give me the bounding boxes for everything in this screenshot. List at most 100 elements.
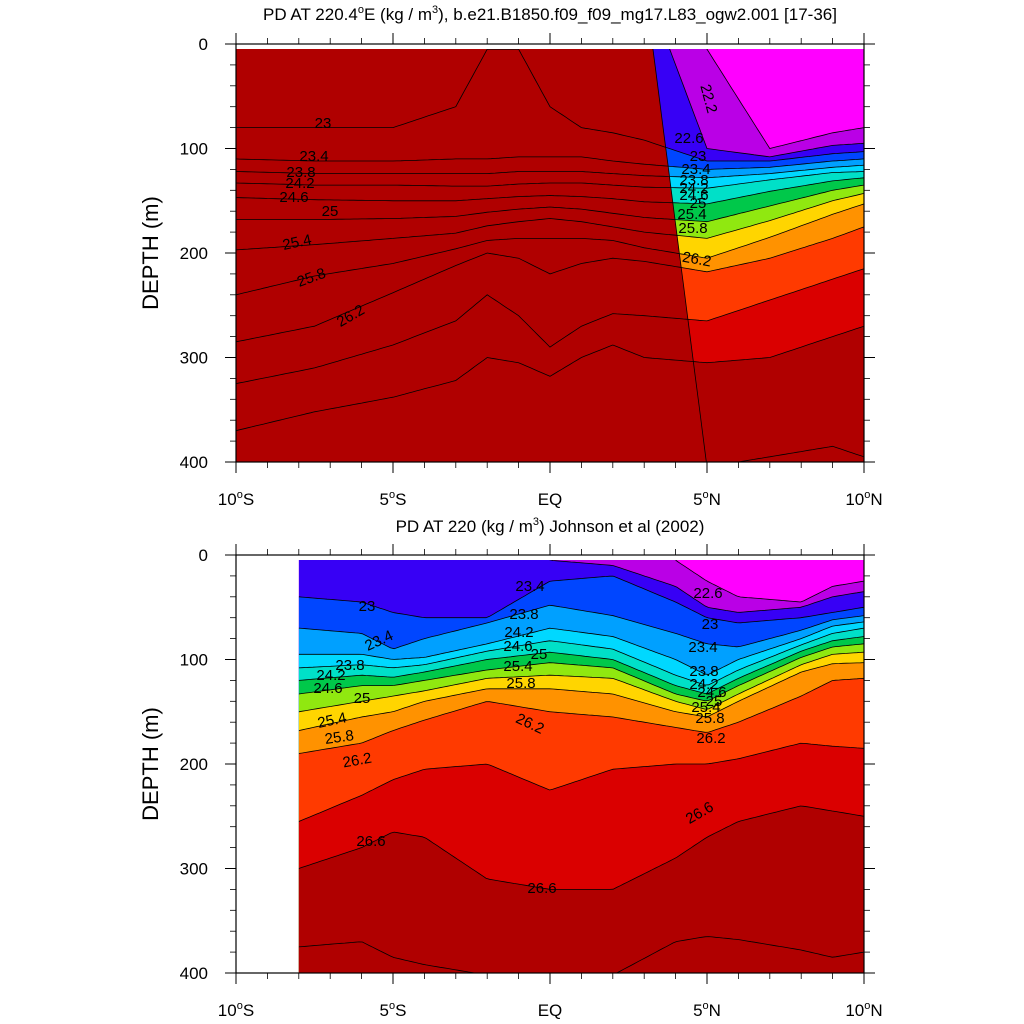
isoline-26.2 (298, 677, 864, 754)
contour-label: 24.2 (689, 676, 718, 693)
contour-label: 24.6 (679, 187, 708, 204)
isoline-27 (298, 805, 864, 890)
isoline-23.8 (236, 164, 864, 179)
contour-label: 23.8 (509, 606, 538, 623)
isoline-27.4 (298, 936, 864, 973)
isoline-22.2 (675, 560, 864, 603)
contour-label: 25 (322, 203, 339, 220)
isoline-26.6 (236, 268, 864, 384)
y-tick-label: 100 (180, 651, 208, 670)
contour-fills (236, 49, 864, 462)
contour-label: 25.8 (678, 220, 707, 237)
isoline-27 (236, 325, 864, 432)
y-tick-label: 200 (180, 244, 208, 263)
contour-label: 23.8 (689, 663, 718, 680)
x-tick-label: 5oS (380, 489, 407, 509)
isoline-26.2 (236, 226, 864, 343)
contour-label: 26.2 (681, 249, 713, 271)
isoline-24.6 (236, 177, 864, 205)
contour-label: 23.4 (299, 148, 328, 165)
contour-panel-2: 0 100 200 300 400 10oS 5oS EQ 5oN 10oN PD AT 220 (… (138, 516, 883, 1020)
contour-label: 23.4 (688, 639, 717, 656)
x-tick-label: 10oN (845, 1000, 882, 1020)
contour-label: 22.2 (696, 83, 720, 116)
x-tick-label: 5oN (693, 489, 721, 509)
contour-label: 23.8 (335, 657, 364, 674)
contour-label: 25.4 (503, 658, 532, 675)
y-tick-label: 0 (199, 35, 208, 54)
isoline-24.2 (236, 171, 864, 189)
x-tick-label: EQ (538, 1001, 563, 1020)
isoline-22.6 (549, 560, 864, 613)
isoline-23 (236, 49, 864, 162)
y-tick-label: 400 (180, 964, 208, 983)
x-tick-label: 10oS (218, 1000, 254, 1020)
contour-label: 23.4 (515, 578, 544, 595)
contour-label: 26.6 (356, 833, 385, 850)
isoline-23.4 (236, 156, 864, 170)
contour-label: 25 (354, 690, 371, 707)
contour-label: 24.2 (285, 175, 314, 192)
contour-label: 24.6 (503, 638, 532, 655)
contour-label: 24.6 (697, 684, 726, 701)
isoline-23.8 (298, 621, 864, 675)
isoline-25 (236, 184, 864, 223)
y-tick-label: 0 (199, 546, 208, 565)
x-tick-label: 5oS (380, 1000, 407, 1020)
contour-label: 25.8 (695, 710, 724, 727)
isoline-25.8 (298, 662, 864, 731)
contour-label: 25.4 (691, 699, 720, 716)
isoline-26.6 (298, 742, 864, 822)
isoline-25.4 (236, 193, 864, 251)
contour-label: 25.4 (677, 206, 706, 223)
contour-fills (298, 560, 864, 973)
contour-label: 26.6 (527, 880, 556, 897)
contour-panel-1: 0 100 200 300 400 10oS 5oS EQ 5oN 10oN PD AT 220.4… (138, 4, 883, 509)
isoline-23 (298, 575, 864, 624)
contour-label: 26.2 (696, 730, 725, 747)
contour-label: 24.2 (504, 624, 533, 641)
contour-label: 25.8 (324, 727, 355, 748)
chart-title: PD AT 220.4oE (kg / m3), b.e21.B1850.f09… (263, 4, 837, 24)
y-tick-label: 300 (180, 349, 208, 368)
contour-label: 23 (315, 115, 332, 132)
chart-title: PD AT 220 (kg / m3) Johnson et al (2002) (396, 516, 705, 536)
y-tick-label: 100 (180, 140, 208, 159)
contour-label: 24.6 (279, 189, 308, 206)
contour-label: 25 (706, 693, 723, 710)
x-tick-label: 10oS (218, 489, 254, 509)
contour-label: 23 (359, 598, 376, 615)
y-tick-label: 300 (180, 860, 208, 879)
y-axis-label: DEPTH (m) (138, 707, 163, 821)
contour-label: 23.8 (286, 164, 315, 181)
contour-label: 24.2 (679, 180, 708, 197)
isoline-25 (298, 643, 864, 702)
contour-label: 24.2 (316, 667, 345, 684)
contour-label: 23.4 (681, 161, 710, 178)
y-tick-label: 200 (180, 755, 208, 774)
isoline-22.6 (669, 49, 864, 158)
isoline-27.4 (652, 49, 864, 462)
y-axis-label: DEPTH (m) (138, 196, 163, 310)
contour-label: 25 (531, 646, 548, 663)
fill-band-27.4 (298, 936, 864, 973)
contour-label: 26.2 (341, 750, 373, 772)
contour-label: 22.6 (693, 585, 722, 602)
fill-band-27.4 (236, 49, 864, 462)
contour-label: 25.8 (506, 675, 535, 692)
y-tick-label: 400 (180, 453, 208, 472)
x-tick-label: EQ (538, 490, 563, 509)
x-tick-label: 10oN (845, 489, 882, 509)
isoline-25.8 (236, 203, 864, 296)
isoline-25.4 (298, 651, 864, 713)
contour-label: 23 (702, 616, 719, 633)
contour-label: 22.6 (674, 130, 703, 147)
contour-label: 23.8 (679, 172, 708, 189)
x-tick-label: 5oN (693, 1000, 721, 1020)
isoline-24.2 (298, 627, 864, 686)
isoline-23.4 (298, 604, 864, 650)
contour-label: 25.4 (316, 709, 348, 732)
contour-label: 23 (690, 148, 707, 165)
contour-label: 24.6 (313, 680, 342, 697)
